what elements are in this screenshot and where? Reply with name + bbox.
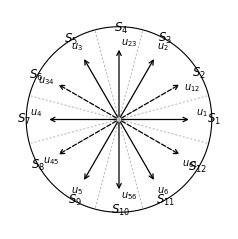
Text: $u_4$: $u_4$: [30, 108, 42, 119]
Text: $S_1$: $S_1$: [207, 112, 221, 127]
Text: $S_5$: $S_5$: [64, 32, 78, 47]
Text: $S_{12}$: $S_{12}$: [188, 160, 208, 175]
Text: $u_6$: $u_6$: [157, 185, 169, 197]
Text: $S_{11}$: $S_{11}$: [156, 193, 175, 208]
Text: $S_6$: $S_6$: [29, 68, 43, 83]
Text: $u_2$: $u_2$: [157, 42, 168, 54]
Text: $S_4$: $S_4$: [114, 21, 128, 36]
Text: $u_{56}$: $u_{56}$: [121, 190, 137, 202]
Text: $S_7$: $S_7$: [17, 112, 31, 127]
Text: $u_{34}$: $u_{34}$: [38, 75, 54, 87]
Text: $u_{45}$: $u_{45}$: [43, 155, 59, 167]
Text: $u_1$: $u_1$: [196, 108, 208, 119]
Text: $S_{10}$: $S_{10}$: [111, 203, 131, 218]
Text: $u_{23}$: $u_{23}$: [121, 37, 137, 49]
Text: $S_3$: $S_3$: [159, 31, 172, 46]
Text: $S_8$: $S_8$: [31, 158, 45, 174]
Text: $S_2$: $S_2$: [192, 65, 206, 81]
Text: $u_{61}$: $u_{61}$: [182, 158, 198, 170]
Text: $u_3$: $u_3$: [71, 42, 83, 54]
Text: $u_5$: $u_5$: [71, 185, 83, 197]
Text: $u_{12}$: $u_{12}$: [184, 82, 200, 94]
Text: $S_9$: $S_9$: [68, 193, 82, 208]
